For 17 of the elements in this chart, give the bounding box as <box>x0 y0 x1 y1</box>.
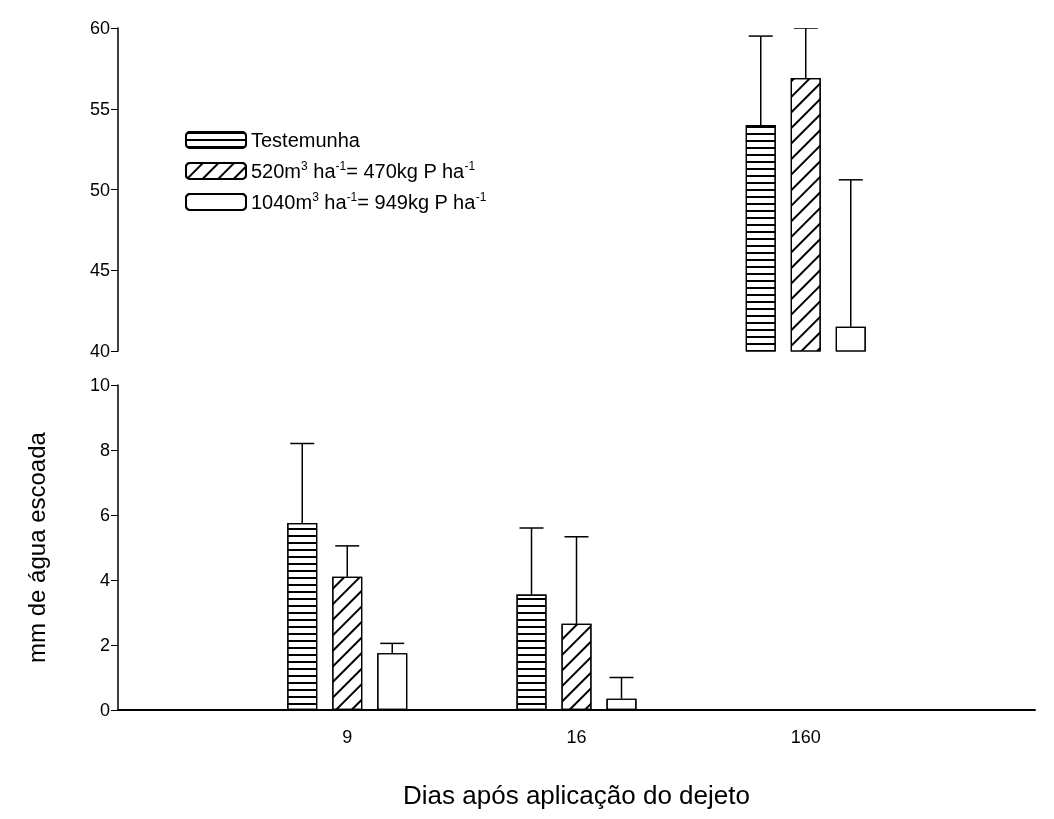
y-tick-label: 60 <box>89 18 110 38</box>
x-tick-label: 16 <box>566 727 587 747</box>
legend-label: Testemunha <box>251 129 361 151</box>
y-axis-title: mm de água escoada <box>22 431 50 663</box>
x-axis-title: Dias após aplicação do dejeto <box>403 780 750 810</box>
y-tick-label: 6 <box>99 505 110 525</box>
y-tick-label: 45 <box>89 260 110 281</box>
x-tick-label: 160 <box>790 727 821 747</box>
y-tick-label: 50 <box>89 179 110 200</box>
y-tick-label: 8 <box>99 440 110 460</box>
x-tick-label: 9 <box>342 727 353 747</box>
y-tick-label: 0 <box>99 700 110 720</box>
y-tick-label: 4 <box>99 570 110 590</box>
y-tick-label: 10 <box>89 375 110 395</box>
y-tick-label: 40 <box>89 341 110 361</box>
y-tick-label: 2 <box>99 635 110 655</box>
y-tick-label: 55 <box>89 98 110 119</box>
